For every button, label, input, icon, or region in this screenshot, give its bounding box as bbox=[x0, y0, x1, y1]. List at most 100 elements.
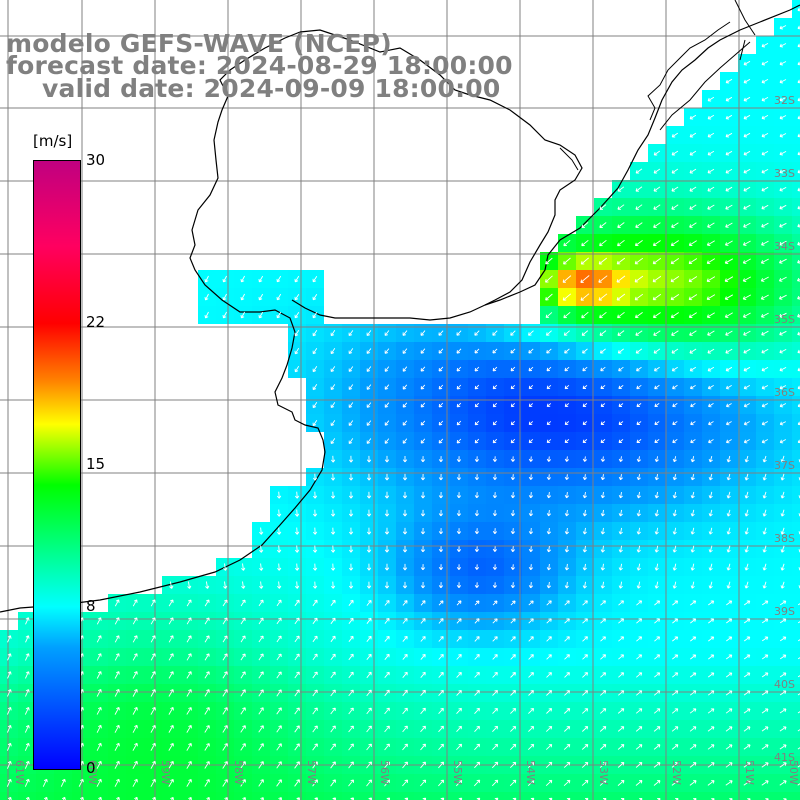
wind-arrow bbox=[671, 204, 679, 210]
wind-arrow bbox=[707, 114, 715, 120]
speed-cell bbox=[54, 792, 72, 800]
wind-arrow bbox=[617, 744, 625, 750]
wind-arrow bbox=[653, 690, 661, 696]
wind-arrow bbox=[797, 765, 800, 768]
wind-arrow bbox=[636, 421, 642, 425]
wind-arrow bbox=[582, 654, 588, 660]
wind-arrow bbox=[545, 275, 553, 283]
wind-arrow bbox=[348, 348, 354, 355]
wind-arrow bbox=[689, 150, 697, 156]
coastline bbox=[0, 29, 583, 613]
wind-arrow bbox=[240, 725, 246, 733]
colorbar-tick-label: 22 bbox=[86, 313, 106, 332]
wind-arrow bbox=[654, 600, 661, 606]
wind-arrow bbox=[600, 421, 606, 425]
wind-arrow bbox=[222, 761, 228, 769]
wind-arrow bbox=[420, 600, 426, 606]
wind-arrow bbox=[384, 330, 390, 336]
wind-arrow bbox=[294, 347, 300, 355]
wind-arrow bbox=[456, 582, 462, 589]
wind-arrow bbox=[744, 563, 749, 571]
wind-arrow bbox=[797, 675, 800, 678]
wind-arrow bbox=[294, 275, 300, 283]
wind-arrow bbox=[240, 779, 246, 787]
wind-arrow bbox=[402, 653, 408, 660]
wind-arrow bbox=[564, 545, 570, 553]
wind-arrow bbox=[747, 798, 751, 800]
wind-arrow bbox=[600, 636, 606, 642]
wind-arrow bbox=[707, 168, 715, 174]
wind-arrow bbox=[528, 438, 534, 444]
wind-arrow bbox=[510, 546, 516, 553]
wind-arrow bbox=[761, 348, 769, 354]
wind-arrow bbox=[492, 672, 498, 678]
wind-arrow bbox=[582, 421, 588, 425]
wind-arrow bbox=[402, 384, 408, 390]
wind-arrow bbox=[672, 600, 679, 606]
wind-arrow bbox=[545, 312, 553, 319]
wind-arrow bbox=[743, 132, 751, 138]
wind-arrow bbox=[797, 115, 800, 120]
speed-cell bbox=[792, 612, 800, 630]
wind-arrow bbox=[636, 527, 641, 535]
wind-arrow bbox=[240, 707, 246, 715]
wind-arrow bbox=[779, 186, 787, 192]
wind-arrow bbox=[168, 778, 174, 787]
wind-arrow bbox=[276, 617, 282, 625]
wind-arrow bbox=[671, 726, 679, 732]
wind-arrow bbox=[348, 563, 354, 571]
wind-arrow bbox=[618, 439, 624, 444]
wind-arrow bbox=[797, 313, 800, 318]
wind-arrow bbox=[582, 581, 587, 589]
longitude-label: 59W bbox=[159, 760, 172, 785]
wind-arrow bbox=[636, 618, 643, 624]
wind-arrow bbox=[797, 747, 800, 750]
wind-arrow bbox=[510, 330, 516, 336]
wind-arrow bbox=[24, 725, 30, 733]
wind-arrow bbox=[330, 491, 336, 499]
wind-arrow bbox=[276, 545, 282, 553]
wind-arrow bbox=[96, 671, 102, 679]
speed-cell bbox=[792, 90, 800, 108]
wind-arrow bbox=[527, 743, 535, 751]
wind-arrow bbox=[402, 348, 408, 354]
wind-arrow bbox=[672, 636, 679, 642]
wind-arrow bbox=[474, 384, 480, 390]
wind-arrow bbox=[420, 618, 426, 624]
wind-arrow bbox=[546, 492, 552, 499]
wind-arrow bbox=[492, 600, 498, 606]
wind-arrow bbox=[348, 527, 354, 535]
wind-arrow bbox=[348, 779, 354, 787]
wind-arrow bbox=[562, 293, 572, 301]
wind-arrow bbox=[402, 456, 408, 463]
wind-arrow bbox=[618, 636, 625, 642]
wind-arrow bbox=[492, 510, 498, 517]
wind-arrow bbox=[294, 563, 300, 571]
wind-arrow bbox=[580, 293, 590, 301]
wind-arrow bbox=[276, 293, 282, 301]
wind-arrow bbox=[242, 797, 246, 800]
wind-arrow bbox=[132, 706, 138, 715]
speed-cell bbox=[792, 288, 800, 306]
wind-arrow bbox=[402, 473, 408, 481]
wind-arrow bbox=[742, 294, 752, 300]
wind-arrow bbox=[132, 599, 138, 607]
wind-arrow bbox=[312, 545, 318, 553]
wind-arrow bbox=[707, 385, 714, 390]
wind-arrow bbox=[276, 635, 282, 643]
wind-arrow bbox=[204, 311, 209, 319]
wind-arrow bbox=[797, 657, 800, 660]
wind-arrow bbox=[204, 743, 210, 751]
wind-arrow bbox=[563, 239, 571, 247]
wind-arrow bbox=[366, 581, 372, 589]
wind-arrow bbox=[779, 726, 787, 732]
wind-arrow bbox=[491, 779, 499, 787]
wind-arrow bbox=[438, 384, 444, 390]
wind-arrow bbox=[546, 546, 552, 553]
wind-arrow bbox=[474, 618, 480, 624]
wind-arrow bbox=[654, 474, 659, 481]
wind-arrow bbox=[617, 708, 625, 714]
wind-arrow bbox=[744, 473, 749, 481]
wind-arrow bbox=[744, 509, 749, 517]
wind-arrow bbox=[564, 348, 570, 354]
